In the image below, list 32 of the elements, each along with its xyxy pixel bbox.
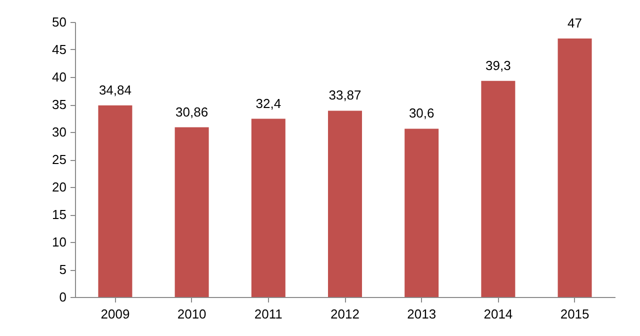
y-tick-label: 50 <box>52 14 66 30</box>
data-label: 32,4 <box>256 96 282 111</box>
y-tick-label: 15 <box>52 207 66 222</box>
x-tick-label: 2012 <box>330 306 360 322</box>
x-tick-label: 2010 <box>177 306 206 322</box>
x-tick-label: 2014 <box>484 306 513 322</box>
data-label: 33,87 <box>328 88 362 103</box>
y-tick-label: 10 <box>52 234 66 250</box>
y-tick-label: 5 <box>59 262 66 277</box>
bar <box>174 127 209 297</box>
data-label: 34,84 <box>98 82 132 98</box>
bar <box>328 110 362 297</box>
bar <box>98 105 132 297</box>
x-tick-label: 2011 <box>254 306 282 322</box>
data-label: 30,86 <box>176 104 208 120</box>
data-label: 47 <box>568 16 582 30</box>
data-label: 39,3 <box>486 58 511 73</box>
bar <box>481 80 516 297</box>
bar <box>251 118 286 297</box>
x-tick-label: 2015 <box>560 306 590 322</box>
y-tick-label: 0 <box>59 290 66 304</box>
y-tick-label: 40 <box>52 70 66 84</box>
y-tick-label: 30 <box>52 124 66 140</box>
data-label: 30,6 <box>408 106 434 121</box>
bar <box>558 38 592 297</box>
y-tick-label: 25 <box>52 152 66 167</box>
y-tick-label: 20 <box>52 180 66 194</box>
y-tick-label: 35 <box>52 97 66 112</box>
x-tick-label: 2009 <box>100 306 130 322</box>
y-tick-label: 45 <box>52 42 66 57</box>
x-tick-label: 2013 <box>407 306 436 322</box>
bar <box>404 128 439 297</box>
